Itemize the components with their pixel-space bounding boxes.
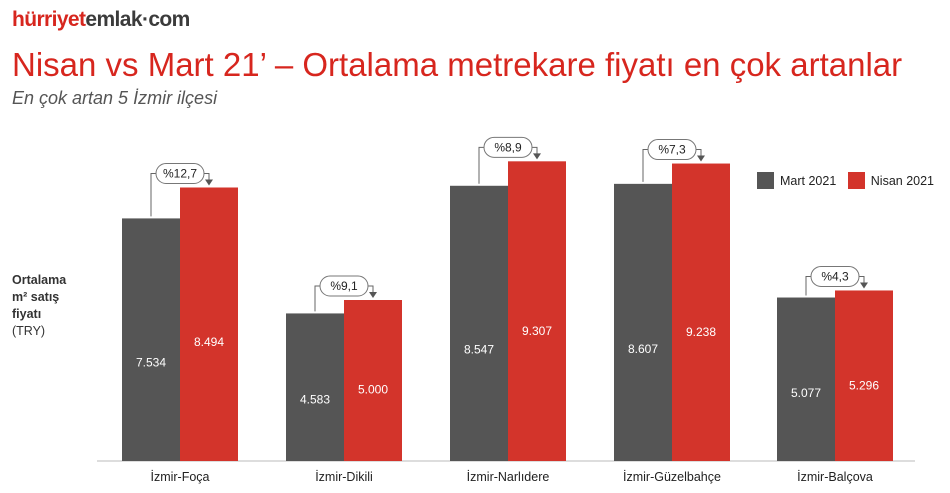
change-arrow bbox=[205, 179, 213, 186]
change-arrow bbox=[533, 153, 541, 160]
change-badge bbox=[810, 265, 860, 287]
data-label-nisan: 9.307 bbox=[522, 324, 552, 338]
legend-label-mart: Mart 2021 bbox=[780, 173, 837, 188]
y-axis-label-line-1: Ortalama bbox=[12, 273, 67, 287]
change-arrow bbox=[860, 282, 868, 289]
change-arrow bbox=[697, 155, 705, 162]
change-badge bbox=[483, 136, 533, 158]
chart-legend: Mart 2021 Nisan 2021 bbox=[757, 172, 942, 192]
brand-logo[interactable]: hürriyetemlak·com bbox=[12, 8, 190, 32]
bar-nisan bbox=[835, 290, 893, 461]
data-label-nisan: 5.296 bbox=[849, 378, 879, 392]
change-label: %9,1 bbox=[330, 279, 358, 293]
change-label: %7,3 bbox=[658, 143, 686, 157]
y-axis-label-line-2: m² satış bbox=[12, 290, 60, 304]
data-label-nisan: 9.238 bbox=[686, 325, 716, 339]
chart-subtitle: En çok artan 5 İzmir ilçesi bbox=[12, 88, 218, 108]
bar-mart bbox=[777, 297, 835, 461]
change-label: %12,7 bbox=[163, 166, 197, 180]
x-tick-label: İzmir-Narlıdere bbox=[467, 470, 550, 484]
bar-nisan bbox=[508, 161, 566, 461]
bar-mart bbox=[450, 185, 508, 461]
logo-part-3: ·com bbox=[141, 8, 190, 31]
legend-item-nisan: Nisan 2021 bbox=[847, 172, 935, 189]
x-tick-label: İzmir-Dikili bbox=[315, 470, 373, 484]
change-label: %8,9 bbox=[494, 140, 522, 154]
logo-part-2: emlak bbox=[85, 8, 142, 31]
legend-label-nisan: Nisan 2021 bbox=[870, 173, 935, 188]
data-label-nisan: 8.494 bbox=[194, 335, 224, 349]
legend-swatch-mart bbox=[757, 172, 774, 189]
bar-nisan bbox=[180, 187, 238, 461]
y-axis-label-line-3: fiyatı bbox=[12, 307, 42, 321]
data-label-mart: 5.077 bbox=[791, 386, 821, 400]
y-axis-label-line-4: (TRY) bbox=[12, 324, 46, 338]
change-arrow bbox=[369, 292, 377, 298]
logo-part-1: hürriyet bbox=[12, 8, 86, 31]
chart-title: Nisan vs Mart 21’ – Ortalama metrekare f… bbox=[12, 46, 903, 83]
x-tick-label: İzmir-Balçova bbox=[797, 470, 873, 484]
change-badge bbox=[647, 139, 697, 161]
bar-nisan bbox=[672, 163, 730, 461]
data-label-mart: 7.534 bbox=[136, 355, 166, 369]
legend-item-mart: Mart 2021 bbox=[757, 172, 836, 189]
change-badge bbox=[155, 162, 205, 184]
bar-nisan bbox=[344, 300, 402, 461]
y-axis-label: Ortalama m² satış fiyatı (TRY) bbox=[12, 272, 66, 340]
x-tick-label: İzmir-Güzelbahçe bbox=[623, 470, 721, 484]
data-label-mart: 4.583 bbox=[300, 392, 330, 406]
data-label-mart: 8.547 bbox=[464, 343, 494, 357]
change-badge bbox=[319, 275, 369, 297]
data-label-nisan: 5.000 bbox=[358, 382, 388, 396]
bar-mart bbox=[286, 313, 344, 461]
data-label-mart: 8.607 bbox=[628, 342, 658, 356]
bar-mart bbox=[614, 183, 672, 461]
change-label: %4,3 bbox=[821, 269, 849, 283]
bar-mart bbox=[122, 218, 180, 461]
legend-swatch-nisan bbox=[847, 172, 865, 189]
x-tick-label: İzmir-Foça bbox=[150, 470, 209, 484]
